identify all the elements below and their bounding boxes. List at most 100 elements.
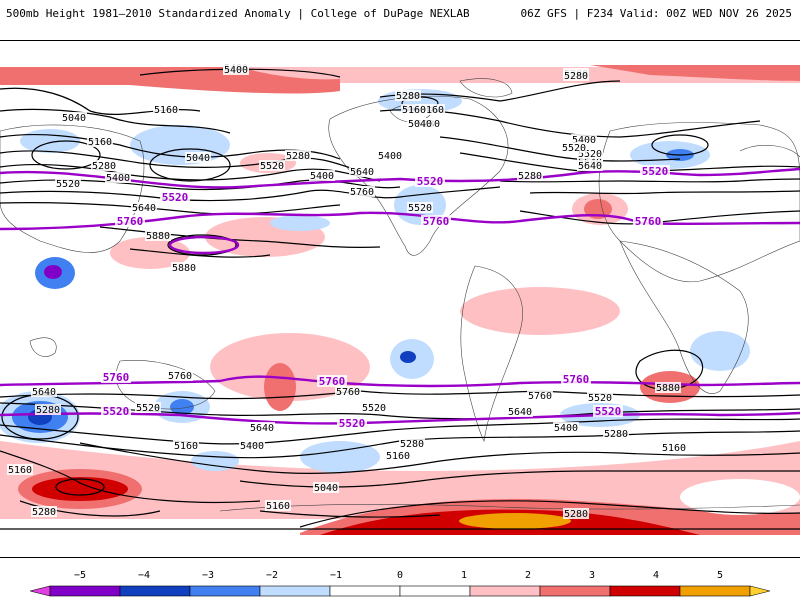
contour-label-backdrop [407,202,433,213]
contour-label-nh-5880-a: 5880 [146,231,170,242]
contour-label-backdrop [407,118,433,129]
height-contours [0,68,800,530]
contour-label-nh-5280-c: 5280 [286,151,310,162]
contour-line [651,134,709,156]
contour-label-backdrop [577,160,603,171]
contour-label-sh-5520-w: 5520 [103,405,130,418]
contour-label-nh-5640-b: 5640 [350,167,374,178]
contour-line [129,248,271,258]
contour-label-backdrop [31,386,57,397]
contour-label-nh-5040-b: 5040 [186,153,210,164]
contour-label-nh-5760-a: 5760 [350,187,374,198]
contour-line [499,178,800,183]
contour-label-nh-5160-a: 5160 [154,105,178,116]
contour-line [167,234,237,256]
contour-label-backdrop [507,406,533,417]
contour-label-backdrop [313,482,339,493]
anomaly-patch [590,65,800,81]
contour-label-backdrop [401,104,427,115]
contour-line [529,190,800,195]
anomaly-patch [460,287,620,335]
contour-label-nh-5280-e: 5280 [518,171,542,182]
contour-label-nh-5880-b: 5880 [172,263,196,274]
contour-line [459,152,800,173]
contour-label-backdrop [7,464,33,475]
contour-label-sh-5640-c: 5640 [508,407,532,418]
map-title: 500mb Height 1981–2010 Standardized Anom… [6,7,470,20]
colorbar-segment [469,585,541,597]
contour-label-nh-5400-f: 5400 [224,65,248,76]
contour-label-nh-5520-w: 5520 [162,191,189,204]
contour-label-sh-5520-c: 5520 [588,393,612,404]
colorbar-tick-label: −4 [137,570,151,581]
colorbar-tick-label: 0 [396,570,404,581]
contour-label-nh-5520-a: 5520 [56,179,80,190]
contour-label-backdrop [105,172,131,183]
coastline [219,504,800,512]
coastline [459,78,513,98]
contour-label-backdrop [593,405,623,417]
contour-label-sh-5280-c: 5280 [32,507,56,518]
contour-label-sh-5760-c: 5760 [528,391,552,402]
contour-label-backdrop [655,382,681,393]
colorbar-tick-label: 1 [460,570,468,581]
contour-label-sh-5760-e: 5760 [563,373,590,386]
contour-label-backdrop [285,150,311,161]
highlight-labels: 5520 5760 5520 5760 5520 5760 5760 5760 5760 5520… [101,165,670,430]
contour-label-backdrop [399,438,425,449]
colorbar-tick-label: −5 [73,570,87,581]
contour-label-backdrop [563,70,589,81]
contour-label-backdrop [101,371,131,383]
contour-label-nh-5760-w: 5760 [117,215,144,228]
colorbar-tick-label: 3 [588,570,596,581]
anomaly-patch [32,477,128,501]
contour-label-nh-5040-c: 5040 [408,119,432,130]
colorbar: −5 −4 −3 −2 −1 0 1 2 3 4 5 [0,570,800,600]
contour-label-sh-5160-c: 5160 [386,451,410,462]
contour-line [55,478,105,496]
anomaly-patch [170,399,194,415]
contour-label-backdrop [561,373,591,385]
contour-label-sh-5160-d: 5160 [266,501,290,512]
coastline [619,240,749,394]
contour-line [149,148,231,182]
contour-label-backdrop [587,392,613,403]
contour-label-backdrop [31,506,57,517]
colorbar-tick-label: −3 [201,570,215,581]
contour-label-nh-5520-d: 5520 [578,149,602,160]
anomaly-patch [400,351,416,363]
contour-line [0,186,501,202]
contour-label-sh-5400-a: 5400 [240,441,264,452]
contour-line [635,349,704,390]
contour-label-nh-5280-b: 5280 [92,161,116,172]
anomaly-patch [680,479,800,515]
contour-label-sh-5760-a: 5760 [168,371,192,382]
colorbar-segment [119,585,191,597]
contour-label-nh-5400-c: 5400 [310,171,334,182]
coastline [739,145,800,158]
contour-line [0,108,231,134]
contour-label-sh-5040-a: 5040 [314,483,338,494]
contour-label-sh-5160-b: 5160 [174,441,198,452]
contour-label-sh-5400-b: 5400 [554,423,578,434]
contour-line [0,202,341,215]
contour-label-backdrop [517,170,543,181]
contour-label-sh-5760-w: 5760 [103,371,130,384]
colorbar-segment [259,585,331,597]
contour-label-nh-5520-m: 5520 [417,175,444,188]
contour-label-nh-5520-b: 5520 [260,161,284,172]
contour-label-backdrop [577,148,603,159]
contour-labels: 5400528051605040516050405280540055205640… [7,62,687,520]
contour-label-backdrop [309,170,335,181]
contour-label-backdrop [395,90,421,101]
contour-label-nh-5160-d: 5160 [402,105,426,116]
contour-label-backdrop [55,178,81,189]
anomaly-patch [264,363,296,411]
contour-label-sh-5520-m: 5520 [339,417,366,430]
contour-label-nh-5520-c: 5520 [408,203,432,214]
contour-label-backdrop [61,112,87,123]
contour-label-backdrop [361,402,387,413]
contour-label-backdrop [91,160,117,171]
contour-label-sh-5760-m: 5760 [319,375,346,388]
anomaly-patch [584,199,612,219]
